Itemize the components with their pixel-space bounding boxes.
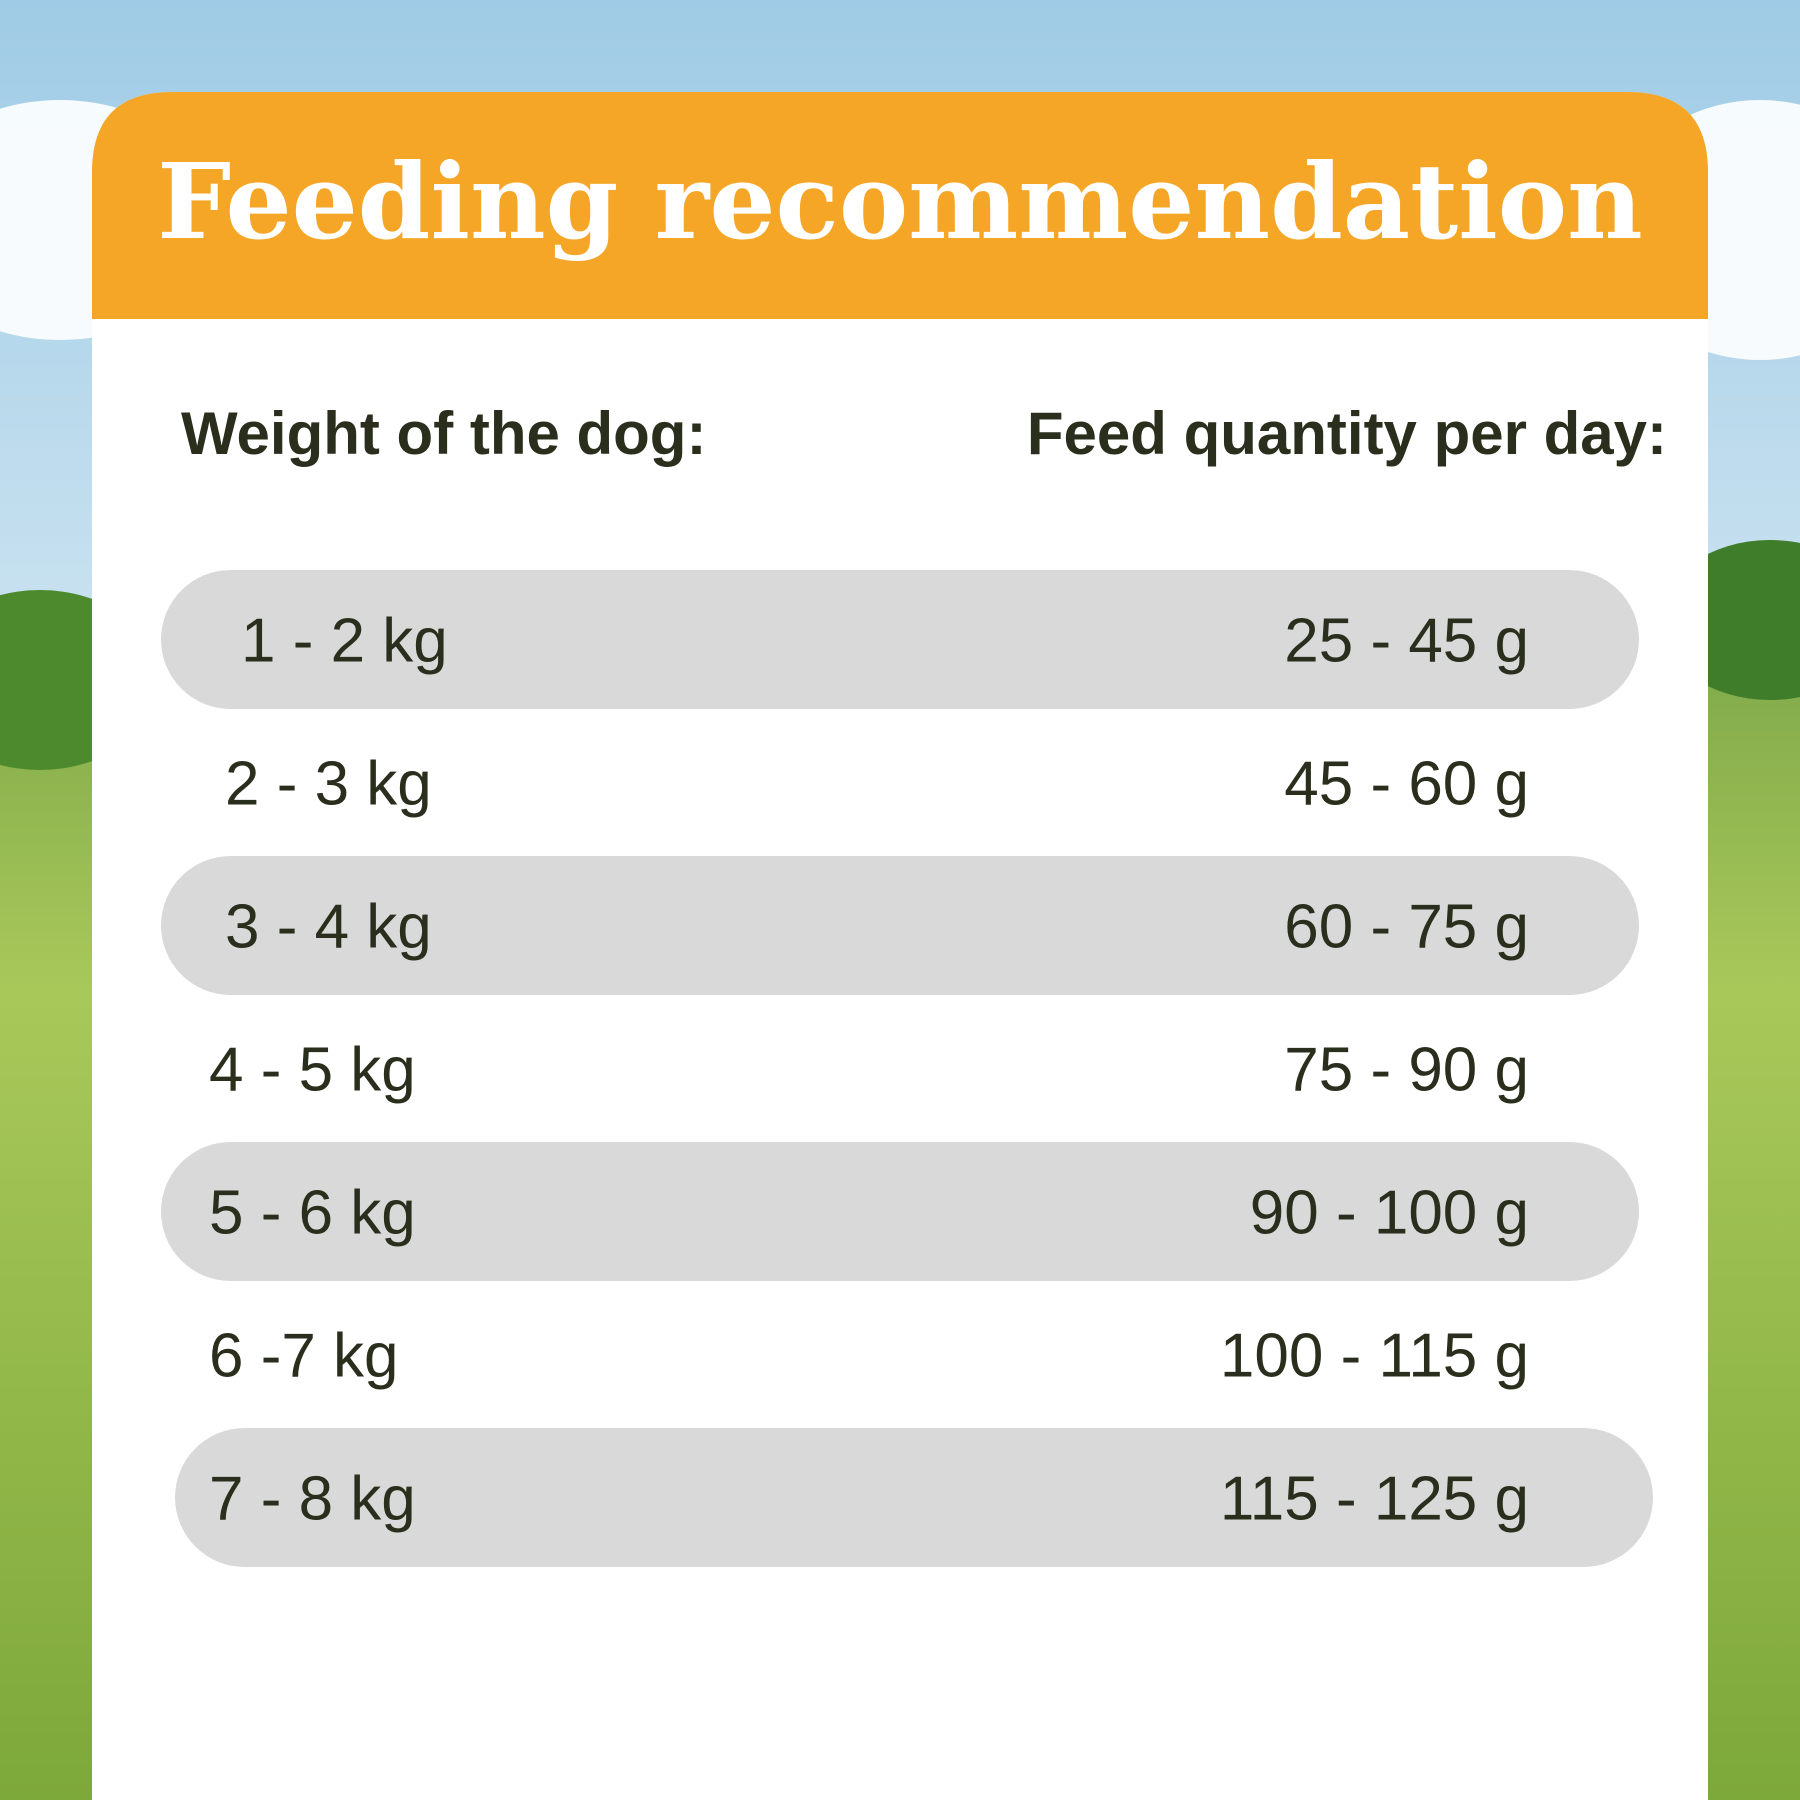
row-highlight — [161, 570, 1639, 709]
quantity-cell: 25 - 45 g — [1284, 607, 1529, 676]
quantity-cell: 115 - 125 g — [1220, 1465, 1529, 1534]
weight-cell: 5 - 6 kg — [209, 1179, 416, 1248]
card-header — [92, 92, 1708, 319]
column-header: Weight of the dog: — [181, 400, 706, 467]
title: Feeding recommendation — [157, 140, 1642, 263]
quantity-cell: 100 - 115 g — [1220, 1322, 1529, 1391]
column-header: Feed quantity per day: — [1027, 400, 1667, 467]
quantity-cell: 60 - 75 g — [1284, 893, 1529, 962]
quantity-cell: 75 - 90 g — [1284, 1036, 1529, 1105]
quantity-cell: 45 - 60 g — [1284, 750, 1529, 819]
weight-cell: 7 - 8 kg — [209, 1465, 416, 1534]
table-rows: 1 - 2 kg 25 - 45 g 2 - 3 kg 45 - 60 g 3 - 4 … — [161, 570, 1653, 1567]
weight-cell: 2 - 3 kg — [225, 750, 432, 819]
quantity-cell: 90 - 100 g — [1250, 1179, 1529, 1248]
weight-cell: 1 - 2 kg — [241, 607, 448, 676]
weight-cell: 3 - 4 kg — [225, 893, 432, 962]
weight-cell: 4 - 5 kg — [209, 1036, 416, 1105]
weight-cell: 6 -7 kg — [209, 1322, 399, 1391]
row-highlight — [161, 1142, 1639, 1281]
row-highlight — [161, 856, 1639, 995]
row-highlight — [175, 1428, 1653, 1567]
